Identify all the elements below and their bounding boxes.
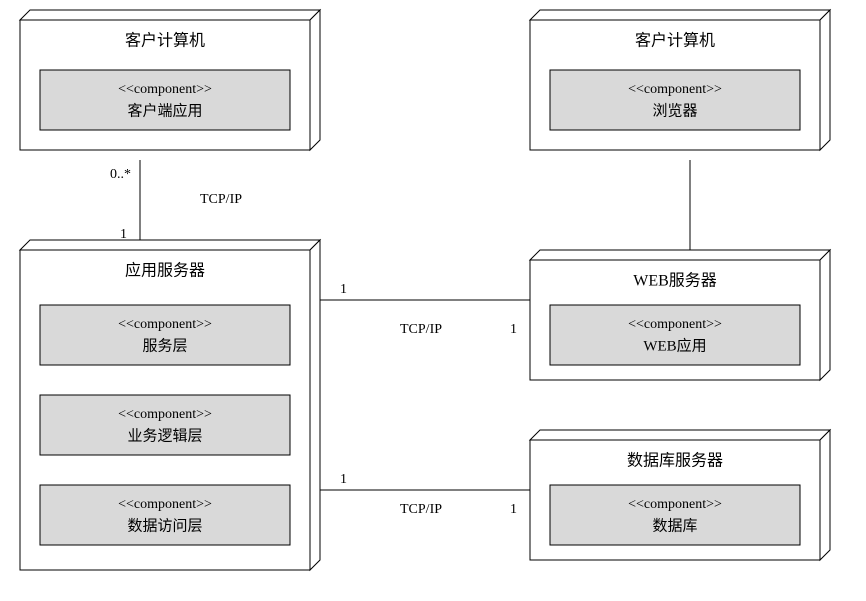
component-stereotype: <<component>> <box>118 407 212 422</box>
node-title: 应用服务器 <box>125 261 205 280</box>
component-box <box>40 485 290 545</box>
component-name: 服务层 <box>142 337 187 354</box>
component-stereotype: <<component>> <box>118 317 212 332</box>
component-name: 数据访问层 <box>127 517 202 534</box>
component-name: 浏览器 <box>652 102 697 119</box>
svg-text:1: 1 <box>510 502 517 517</box>
component-box <box>40 70 290 130</box>
component-stereotype: <<component>> <box>628 317 722 332</box>
svg-text:1: 1 <box>510 322 517 337</box>
svg-text:TCP/IP: TCP/IP <box>400 322 442 337</box>
svg-text:1: 1 <box>340 472 347 487</box>
component-stereotype: <<component>> <box>118 82 212 97</box>
node-title: WEB服务器 <box>633 272 717 290</box>
svg-text:0..*: 0..* <box>110 167 131 182</box>
node-title: 客户计算机 <box>125 31 205 50</box>
node-dbserver: 数据库服务器 <<component>> 数据库 <box>530 430 830 560</box>
component-stereotype: <<component>> <box>628 497 722 512</box>
svg-text:TCP/IP: TCP/IP <box>200 192 242 207</box>
svg-text:1: 1 <box>340 282 347 297</box>
component-box <box>550 485 800 545</box>
node-title: 数据库服务器 <box>627 452 723 470</box>
node-client2: 客户计算机 <<component>> 浏览器 <box>530 10 830 150</box>
component-box <box>550 70 800 130</box>
component-name: 数据库 <box>652 517 697 534</box>
component-name: WEB应用 <box>643 336 706 354</box>
node-appserver: 应用服务器 <<component>> 服务层 <<component>> 业务逻辑层 <… <box>20 240 320 570</box>
deployment-diagram: TCP/IP0..*1TCP/IP11TCP/IP11客户计算机<<compon… <box>0 0 866 601</box>
svg-text:TCP/IP: TCP/IP <box>400 502 442 517</box>
component-name: 客户端应用 <box>127 101 202 119</box>
component-box <box>40 395 290 455</box>
node-webserver: WEB服务器 <<component>> WEB应用 <box>530 250 830 380</box>
node-title: 客户计算机 <box>635 31 715 50</box>
component-stereotype: <<component>> <box>118 497 212 512</box>
component-name: 业务逻辑层 <box>127 427 202 444</box>
node-client1: 客户计算机 <<component>> 客户端应用 <box>20 10 320 150</box>
component-box <box>40 305 290 365</box>
component-box <box>550 305 800 365</box>
component-stereotype: <<component>> <box>628 82 722 97</box>
